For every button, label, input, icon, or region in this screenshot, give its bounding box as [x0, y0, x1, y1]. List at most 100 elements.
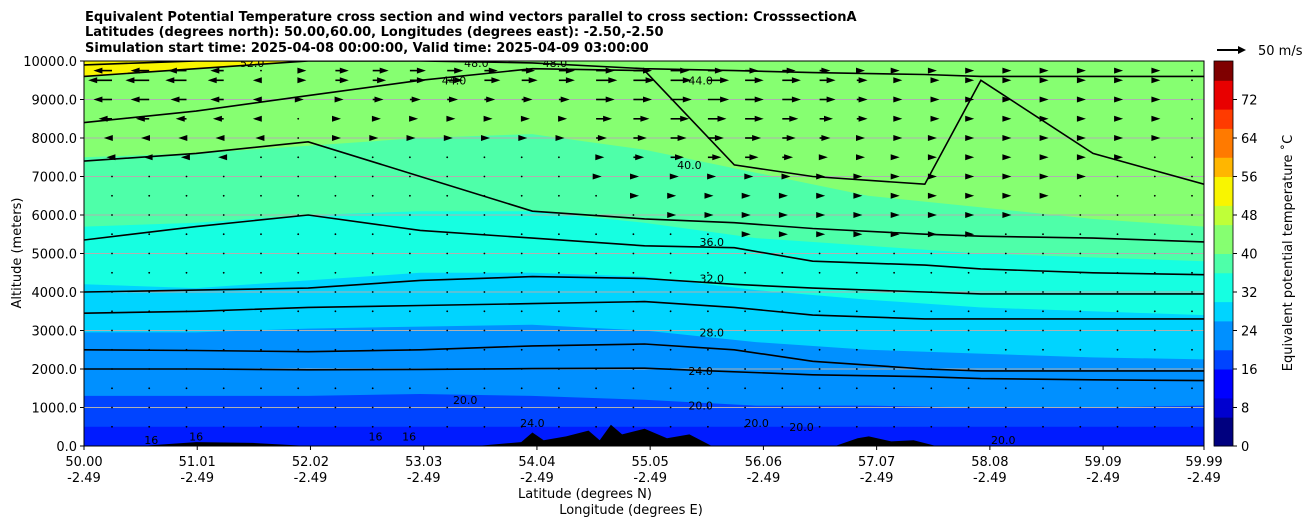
wind-vector [520, 214, 523, 216]
wind-vector [1116, 329, 1119, 332]
wind-vector-head [207, 77, 217, 84]
wind-vector-head [1039, 135, 1049, 141]
wind-vector-head [816, 231, 826, 238]
wind-vector [148, 252, 151, 255]
wind-vector-head [826, 77, 836, 84]
wind-vector [185, 368, 188, 370]
wind-vector [371, 387, 374, 390]
wind-vector [781, 252, 784, 255]
wind-key: 50 m/s [1217, 44, 1303, 59]
wind-vector-head [645, 77, 655, 84]
contour-label: 44.0 [688, 74, 713, 87]
wind-vector-head [816, 192, 826, 199]
wind-vector-head [377, 77, 387, 84]
wind-vector [558, 368, 560, 370]
colorbar-segment [1214, 147, 1233, 158]
wind-vector [520, 233, 523, 236]
colorbar-tick-label: 40 [1241, 248, 1258, 263]
wind-vector-head [927, 212, 937, 218]
wind-vector [930, 348, 933, 351]
wind-vector [707, 368, 709, 370]
colorbar-segment [1214, 263, 1233, 274]
wind-vector [1042, 348, 1044, 351]
wind-vector [111, 387, 113, 390]
wind-vector [1116, 271, 1119, 274]
wind-vector [520, 194, 523, 197]
wind-vector-head [789, 115, 799, 122]
wind-vector-head [411, 96, 421, 103]
wind-vector-head [965, 173, 975, 180]
wind-vector-head [483, 115, 493, 122]
wind-vector [1004, 291, 1007, 293]
contour-label: 36.0 [700, 236, 725, 249]
wind-vector [334, 233, 337, 236]
wind-vector [260, 156, 262, 159]
wind-vector-head [754, 77, 764, 84]
x-tick-label-lat: 57.07 [858, 455, 895, 470]
wind-vector-head [853, 192, 863, 199]
wind-vector-head [339, 77, 349, 84]
wind-vector [111, 194, 113, 197]
wind-vector [893, 348, 895, 351]
colorbar-segment [1214, 349, 1233, 360]
wind-vector [111, 310, 113, 313]
wind-vector [334, 194, 337, 197]
wind-vector [520, 156, 523, 159]
wind-vector-head [93, 67, 103, 74]
wind-vector [558, 252, 560, 255]
wind-vector [632, 368, 635, 370]
wind-vector-head [374, 96, 384, 103]
wind-vector-head [781, 173, 791, 180]
wind-vector-head [416, 77, 426, 84]
wind-vector [595, 329, 597, 332]
wind-vector-head [744, 173, 754, 180]
colorbar-segment [1214, 215, 1233, 226]
wind-vector [222, 387, 225, 390]
wind-vector-head [1151, 96, 1161, 103]
colorbar-tick-label: 64 [1241, 132, 1258, 147]
wind-vector [222, 233, 225, 236]
wind-vector-head [858, 96, 868, 103]
wind-vector-head [210, 67, 220, 74]
wind-vector [595, 271, 597, 274]
x-tick-label-lon: -2.49 [633, 471, 667, 486]
wind-vector-head [965, 96, 975, 103]
wind-vector [893, 406, 895, 409]
wind-vector [1191, 291, 1193, 293]
wind-vector-head [1114, 115, 1124, 122]
wind-vector [1153, 175, 1156, 178]
colorbar-segment [1214, 282, 1233, 293]
chart-title-line-2: Latitudes (degrees north): 50.00,60.00, … [85, 25, 664, 40]
wind-vector-head [853, 173, 863, 180]
wind-vector [371, 233, 374, 236]
wind-vector-head [927, 154, 937, 161]
wind-vector [595, 233, 597, 236]
colorbar-tick-label: 72 [1241, 94, 1258, 109]
colorbar-tick-label: 24 [1241, 325, 1258, 340]
wind-vector-head [125, 77, 135, 84]
wind-vector [446, 425, 449, 428]
contour-48.0 [84, 61, 1204, 78]
wind-vector [669, 291, 672, 293]
colorbar-segment [1214, 301, 1233, 312]
wind-vector-head [597, 135, 607, 141]
wind-vector [669, 252, 672, 255]
wind-vector [930, 368, 933, 370]
wind-vector [297, 348, 300, 351]
wind-vector-head [1039, 67, 1049, 74]
wind-vector [148, 194, 151, 197]
wind-vector [1153, 233, 1156, 236]
wind-vector-head [488, 67, 498, 74]
wind-vector [297, 252, 300, 255]
wind-vector-head [212, 115, 222, 122]
wind-vector-head [643, 67, 652, 74]
wind-vector [297, 214, 300, 216]
wind-vector-head [1114, 67, 1124, 74]
wind-vector-head [1002, 135, 1012, 141]
wind-vector [893, 271, 895, 274]
wind-vector [222, 425, 225, 428]
wind-vector-head [640, 115, 650, 122]
wind-vector-head [927, 135, 937, 141]
colorbar-segment [1214, 272, 1233, 283]
wind-vector [1004, 252, 1007, 255]
